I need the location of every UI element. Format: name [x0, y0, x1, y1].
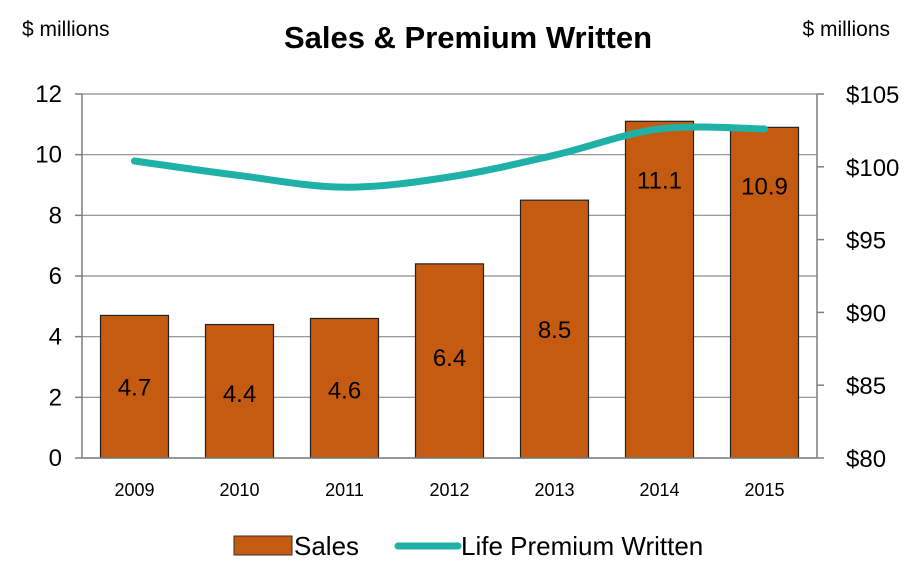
x-axis-ticks: 2009 2010 2011 2012 2013 2014 2015 — [114, 480, 784, 500]
right-axis-unit: $ millions — [802, 18, 890, 41]
x-tick-label: 2011 — [325, 480, 364, 500]
right-tick-label: $90 — [846, 300, 886, 327]
sales-data-label: 10.9 — [741, 173, 788, 200]
sales-data-label: 4.7 — [118, 374, 151, 401]
legend: Sales Life Premium Written — [233, 531, 703, 561]
x-tick-label: 2014 — [639, 480, 679, 500]
sales-bar — [309, 317, 380, 459]
left-tick-label: 8 — [49, 202, 62, 229]
legend-swatch-sales — [233, 535, 293, 556]
sales-data-label: 11.1 — [637, 167, 682, 194]
x-tick-label: 2013 — [534, 480, 574, 500]
sales-data-labels: 4.7 4.4 4.6 6.4 8.5 11.1 10.9 — [118, 167, 788, 408]
sales-data-label: 4.4 — [223, 381, 256, 408]
sales-bar — [204, 323, 275, 459]
left-axis-unit: $ millions — [22, 18, 110, 41]
right-tick-label: $100 — [846, 155, 899, 182]
x-tick-label: 2010 — [219, 480, 259, 500]
chart-title: Sales & Premium Written — [284, 20, 652, 55]
sales-bars — [99, 120, 800, 459]
right-axis-ticks: $80 $85 $90 $95 $100 $105 — [817, 82, 899, 473]
x-tick-label: 2012 — [429, 480, 469, 500]
x-tick-label: 2015 — [744, 480, 784, 500]
sales-bar — [414, 263, 485, 459]
sales-data-label: 6.4 — [433, 345, 466, 372]
sales-data-label: 4.6 — [328, 377, 361, 404]
sales-bar — [624, 120, 695, 459]
left-tick-label: 0 — [49, 445, 62, 472]
sales-bar — [519, 199, 590, 459]
right-tick-label: $95 — [846, 228, 886, 255]
right-tick-label: $80 — [846, 446, 886, 473]
sales-data-label: 8.5 — [538, 317, 571, 344]
left-tick-label: 4 — [49, 324, 62, 351]
left-tick-label: 2 — [49, 384, 62, 411]
sales-bar — [729, 126, 800, 459]
left-tick-label: 10 — [35, 142, 62, 169]
left-tick-label: 6 — [49, 263, 62, 290]
premium-line-series — [131, 123, 768, 191]
legend-label-sales: Sales — [294, 531, 359, 561]
x-tick-label: 2009 — [114, 480, 154, 500]
premium-line — [131, 123, 768, 191]
right-tick-label: $85 — [846, 373, 886, 400]
left-axis-ticks: 0 2 4 6 8 10 12 — [35, 81, 82, 472]
right-tick-label: $105 — [846, 82, 899, 109]
left-tick-label: 12 — [35, 81, 62, 108]
legend-label-premium: Life Premium Written — [461, 531, 703, 561]
